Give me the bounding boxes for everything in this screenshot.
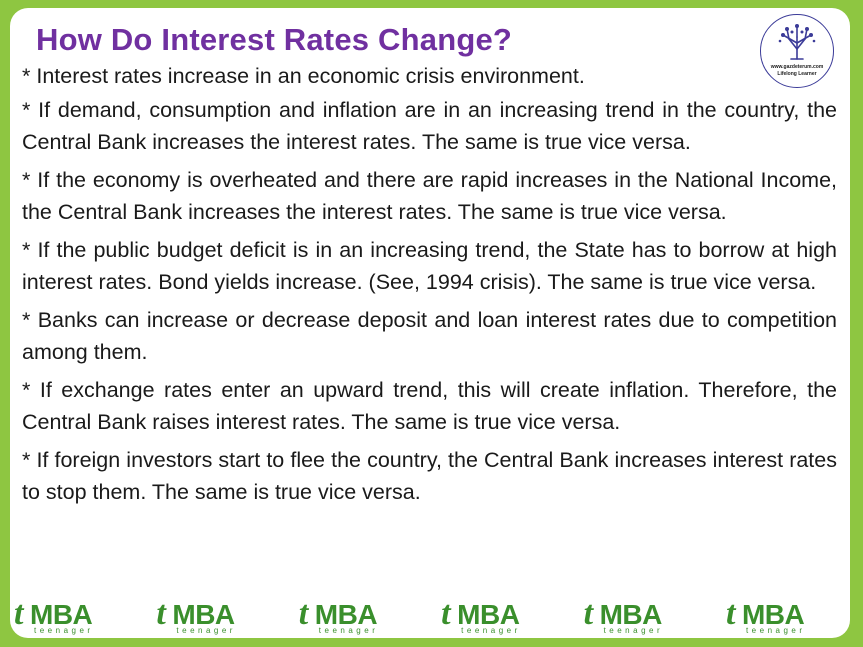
brand-mba: MBA	[599, 599, 663, 630]
logo: www.gazdeterum.com Lifelong Learner	[760, 14, 834, 88]
brand-t: t	[441, 595, 451, 632]
bullet-paragraph: * If the public budget deficit is in an …	[22, 238, 837, 294]
bullet-paragraph: * Banks can increase or decrease deposit…	[22, 308, 837, 364]
brand-logo: t MBA teenager	[14, 595, 132, 637]
brand-logo: t MBA teenager	[725, 595, 844, 637]
brand-logo: t MBA teenager	[441, 595, 559, 637]
brand-t: t	[583, 595, 594, 632]
bullet-paragraph: * If exchange rates enter an upward tren…	[22, 378, 837, 434]
bullet-paragraph: * If foreign investors start to flee the…	[22, 448, 837, 504]
brand-sub: teenager	[318, 626, 379, 635]
brand-t: t	[156, 595, 166, 632]
tree-icon	[778, 24, 816, 60]
brand-t: t	[298, 595, 309, 632]
brand-mba: MBA	[314, 599, 378, 630]
bullet-paragraph: * If the economy is overheated and there…	[22, 168, 837, 224]
brand-sub: teenager	[461, 626, 521, 635]
bullet-list: * Interest rates increase in an economic…	[22, 60, 837, 514]
brand-t: t	[725, 595, 736, 632]
brand-logo: t MBA teenager	[583, 595, 702, 637]
brand-sub: teenager	[745, 626, 806, 635]
brand-logo: t MBA teenager	[298, 595, 417, 637]
brand-mba: MBA	[457, 599, 520, 630]
bullet-paragraph: * Interest rates increase in an economic…	[22, 64, 585, 88]
page-title: How Do Interest Rates Change?	[36, 22, 513, 57]
logo-tagline: Lifelong Learner	[777, 71, 817, 77]
brand-sub: teenager	[34, 626, 94, 635]
bullet-paragraph: * If demand, consumption and inflation a…	[22, 98, 837, 154]
footer-brand-strip: t MBA teenager t MBA teenager t MBA teen…	[14, 595, 844, 637]
brand-sub: teenager	[603, 626, 664, 635]
brand-mba: MBA	[172, 599, 235, 630]
brand-t: t	[14, 595, 24, 632]
brand-logo: t MBA teenager	[156, 595, 274, 637]
brand-sub: teenager	[176, 626, 236, 635]
brand-mba: MBA	[30, 599, 93, 630]
slide-card	[10, 8, 850, 638]
logo-url: www.gazdeterum.com	[770, 64, 824, 70]
brand-mba: MBA	[741, 599, 805, 630]
